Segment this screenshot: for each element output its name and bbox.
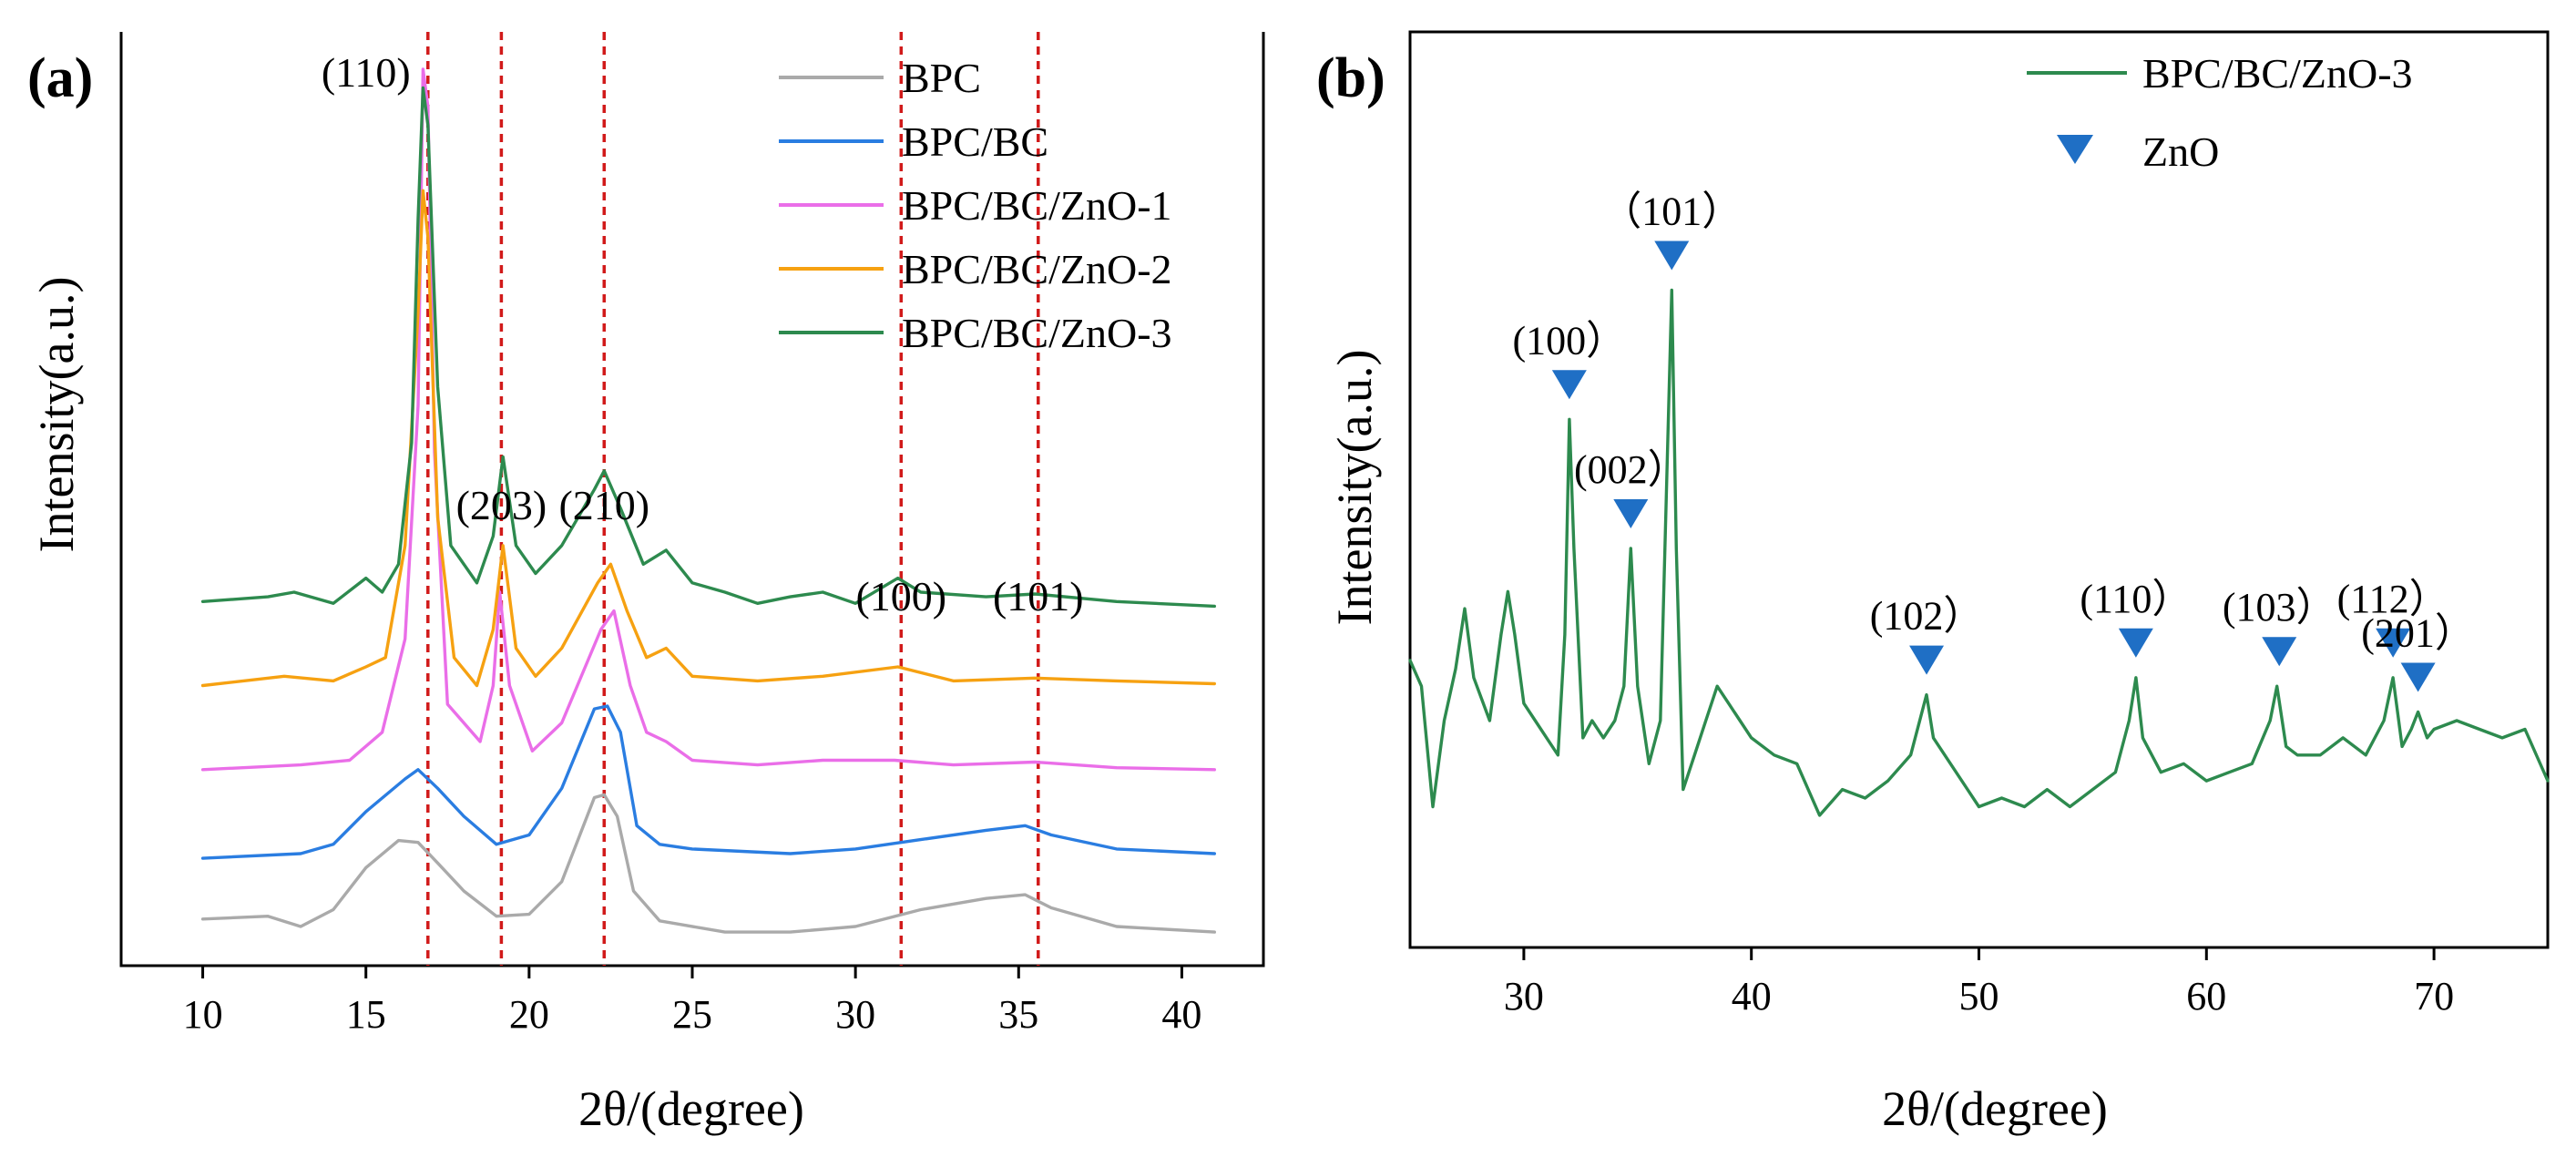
panel-b-x-tick-label: 70 <box>2414 974 2454 1019</box>
panel-b-series-line <box>1408 288 2550 817</box>
panel-a-series-line <box>200 793 1216 934</box>
panel-a-axes-frame <box>119 32 1265 968</box>
panel-b-x-tick-label: 40 <box>1732 974 1772 1019</box>
panel-a-series-line <box>200 189 1216 688</box>
panel-a-legend-label: BPC/BC/ZnO-1 <box>902 182 1172 229</box>
panel-a-peak-label: (110) <box>322 49 411 96</box>
panel-a-legend-label: BPC/BC <box>902 118 1048 165</box>
panel-b-peak-label: (110） <box>2080 577 2192 621</box>
panel-a-series-line <box>200 67 1216 772</box>
panel-b-plot-area: 30 40 50 60 70 (100） (002） （101） (102） (110） (103）… <box>1408 30 2550 1019</box>
panel-a-peak-label: (101) <box>993 573 1084 619</box>
znO-peak-marker <box>1909 645 1945 675</box>
panel-a-series-line <box>200 704 1216 860</box>
znO-peak-marker <box>1654 241 1690 271</box>
panel-a: (a) 10 15 20 25 30 35 40 (110) (203) (210) (100) (1… <box>27 32 1265 1136</box>
panel-b-peak-label: （101） <box>1601 189 1742 234</box>
panel-b-x-tick-label: 60 <box>2186 974 2226 1019</box>
panel-a-x-tick-label: 30 <box>835 992 875 1037</box>
panel-a-legend: BPC BPC/BC BPC/BC/ZnO-1 BPC/BC/ZnO-2 BPC/BC/… <box>779 55 1172 356</box>
panel-b-legend: BPC/BC/ZnO-3 ZnO <box>2027 50 2413 175</box>
znO-peak-marker <box>2376 628 2411 658</box>
panel-b-ylabel: Intensity(a.u.) <box>1327 350 1382 626</box>
panel-b-legend-label: BPC/BC/ZnO-3 <box>2142 50 2413 97</box>
panel-a-x-tick-label: 10 <box>183 992 223 1037</box>
panel-a-peak-label: (210) <box>558 482 649 528</box>
panel-a-plot-area: 10 15 20 25 30 35 40 (110) (203) (210) (100) (101) <box>119 32 1265 1037</box>
panel-a-label: (a) <box>27 47 93 109</box>
panel-a-peak-label: (203) <box>456 482 547 528</box>
panel-b-x-tick-label: 30 <box>1504 974 1544 1019</box>
panel-a-xlabel: 2θ/(degree) <box>578 1081 804 1136</box>
panel-b: (b) 30 40 50 60 70 (100） (002） （101） (102） (110） (… <box>1316 30 2550 1136</box>
panel-b-peak-label: (102） <box>1870 594 1984 639</box>
panel-b-xlabel: 2θ/(degree) <box>1882 1081 2108 1136</box>
znO-peak-marker <box>2400 662 2436 692</box>
panel-a-series-line <box>200 86 1216 609</box>
znO-peak-marker <box>2262 637 2297 667</box>
znO-peak-marker <box>1551 370 1587 400</box>
panel-a-legend-label: BPC/BC/ZnO-3 <box>902 310 1172 356</box>
panel-b-x-tick-label: 50 <box>1959 974 1999 1019</box>
panel-b-peak-label: (103） <box>2223 585 2336 630</box>
panel-a-legend-label: BPC <box>902 55 981 101</box>
znO-peak-marker <box>1613 499 1649 528</box>
panel-a-x-tick-label: 20 <box>509 992 549 1037</box>
panel-b-legend-marker <box>2057 135 2093 164</box>
panel-b-peak-label: (002） <box>1574 447 1688 492</box>
panel-b-legend-marker-label: ZnO <box>2142 128 2219 175</box>
panel-a-x-tick-label: 40 <box>1161 992 1201 1037</box>
panel-b-peak-label: (112） <box>2337 577 2449 621</box>
znO-peak-marker <box>2118 628 2153 658</box>
panel-b-peak-label: (100） <box>1513 318 1627 363</box>
panel-a-legend-label: BPC/BC/ZnO-2 <box>902 246 1172 292</box>
panel-a-x-tick-label: 25 <box>672 992 712 1037</box>
panel-b-peak-label: (201） <box>2361 611 2475 656</box>
panel-a-ylabel: Intensity(a.u.) <box>29 277 84 553</box>
panel-a-peak-label: (100) <box>855 573 946 619</box>
panel-b-label: (b) <box>1316 47 1385 109</box>
panel-a-x-tick-label: 15 <box>346 992 386 1037</box>
panel-a-x-tick-label: 35 <box>998 992 1038 1037</box>
